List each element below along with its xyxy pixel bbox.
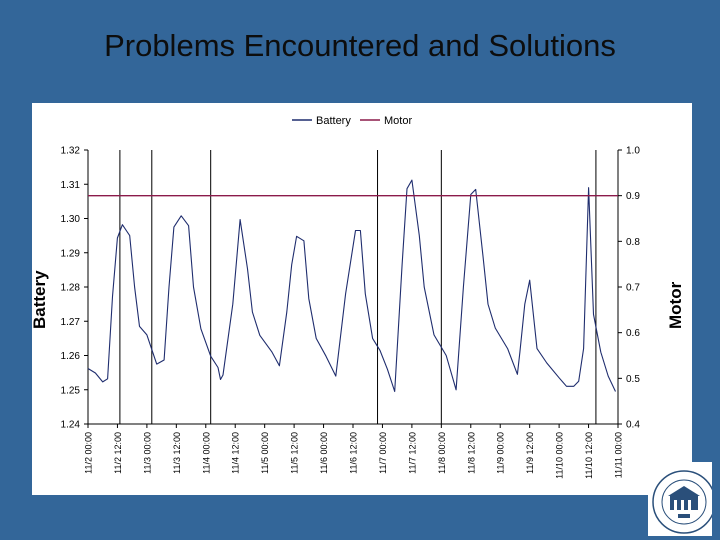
x-axis-tick-label: 11/6 12:00 [349, 432, 359, 474]
left-axis-tick-label: 1.32 [61, 146, 81, 157]
left-axis-tick-label: 1.27 [61, 317, 81, 328]
x-axis-tick-label: 11/8 12:00 [466, 432, 476, 474]
x-axis-tick-label: 11/5 00:00 [260, 432, 270, 474]
x-axis-tick-label: 11/3 00:00 [142, 432, 152, 474]
x-axis-tick-label: 11/7 00:00 [378, 432, 388, 474]
x-axis-tick-label: 11/2 12:00 [113, 432, 123, 474]
x-axis-tick-label: 11/6 00:00 [319, 432, 329, 474]
left-axis-tick-label: 1.31 [61, 180, 81, 191]
right-axis-tick-label: 1.0 [626, 146, 640, 157]
right-axis-tick-label: 0.6 [626, 328, 640, 339]
x-axis-tick-label: 11/9 12:00 [525, 432, 535, 474]
right-axis-tick-label: 0.4 [626, 420, 640, 431]
x-axis-tick-label: 11/10 00:00 [555, 432, 565, 479]
x-axis-tick-label: 11/4 00:00 [201, 432, 211, 474]
series-battery-line [87, 179, 616, 393]
left-axis-tick-label: 1.29 [61, 248, 81, 259]
left-axis-tick-label: 1.25 [61, 385, 81, 396]
left-axis-tick-label: 1.28 [61, 283, 81, 294]
right-axis-tick-label: 0.8 [626, 237, 640, 248]
x-axis-tick-label: 11/10 12:00 [584, 432, 594, 479]
chart-legend: Battery Motor [292, 115, 412, 127]
chart-plot: Battery Motor 1.32 1.31 1.30 1.29 1.28 1.27 1.… [61, 115, 641, 479]
x-axis-tick-label: 11/8 00:00 [437, 432, 447, 474]
left-axis-tick-label: 1.30 [61, 214, 81, 225]
x-axis-tick-label: 11/9 00:00 [496, 432, 506, 474]
x-axis-tick-label: 11/4 12:00 [231, 432, 241, 474]
university-seal-logo [648, 462, 712, 536]
x-axis-tick-label: 11/7 12:00 [407, 432, 417, 474]
left-axis-title: Battery [30, 270, 49, 329]
right-axis-title: Motor [666, 281, 685, 329]
x-axis-tick-label: 11/11 00:00 [614, 432, 624, 478]
x-axis-tick-label: 11/3 12:00 [172, 432, 182, 474]
slide-title: Problems Encountered and Solutions [104, 28, 616, 63]
right-axis-tick-label: 0.7 [626, 283, 640, 294]
legend-motor-label: Motor [384, 115, 412, 127]
right-axis-tick-label: 0.9 [626, 191, 640, 202]
x-axis-tick-label: 11/5 12:00 [290, 432, 300, 474]
x-axis-tick-label: 11/2 00:00 [84, 432, 94, 474]
legend-battery-label: Battery [316, 115, 351, 127]
left-axis-tick-label: 1.24 [61, 420, 81, 431]
chart-panel: Battery Motor 1.32 1.31 1.30 1.29 1.28 1.27 1.… [30, 103, 692, 495]
right-axis-tick-label: 0.5 [626, 374, 640, 385]
left-axis-tick-label: 1.26 [61, 351, 81, 362]
